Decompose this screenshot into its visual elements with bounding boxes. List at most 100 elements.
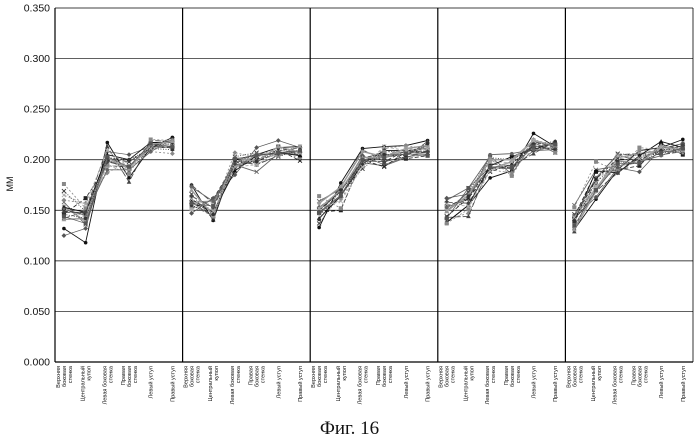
series-16-group-3-line bbox=[319, 144, 428, 220]
series-1-group-1-point-4 bbox=[127, 176, 131, 180]
series-10-group-5-point-5 bbox=[659, 139, 664, 143]
series-6-group-3-point-3 bbox=[361, 150, 365, 154]
series-16-group-3-point-1 bbox=[317, 218, 321, 222]
x-tick-label-2-3: Левая боковаястенка bbox=[230, 365, 242, 404]
series-11-group-1-line bbox=[64, 140, 172, 216]
series-16-group-5-point-1 bbox=[573, 220, 577, 224]
series-18-group-5-point-4 bbox=[637, 161, 641, 165]
series-8-group-1-line bbox=[64, 144, 172, 218]
series-10-group-3-line bbox=[319, 149, 428, 219]
x-tick-label-1-5: Левый уступ bbox=[148, 366, 155, 398]
series-18-group-4-point-5 bbox=[532, 145, 536, 149]
y-tick-label-7: 0.350 bbox=[24, 3, 50, 15]
series-7-group-1-point-1 bbox=[62, 189, 66, 193]
series-16-group-4-point-2 bbox=[467, 194, 471, 198]
series-18-group-2-point-2 bbox=[211, 204, 215, 208]
series-12 bbox=[62, 137, 685, 221]
x-tick-label-1-1: Верхняябоковаястенка bbox=[56, 365, 74, 388]
series-3-group-3-line bbox=[319, 154, 428, 213]
series-18-group-3-point-3 bbox=[361, 158, 365, 162]
x-tick-label-1-3: Левая боковаястенка bbox=[102, 365, 114, 404]
x-tick-label-3-2: Центральныйкупол bbox=[335, 366, 348, 402]
x-tick-label-3-3: Левая боковаястенка bbox=[358, 365, 370, 404]
series-13-group-3-point-1 bbox=[317, 194, 321, 198]
series-18-group-3-point-1 bbox=[317, 210, 321, 214]
x-tick-label-4-5: Левый уступ bbox=[531, 366, 538, 398]
series-7-group-3-point-1 bbox=[317, 221, 321, 225]
x-tick-label-2-5: Левый уступ bbox=[275, 366, 282, 398]
series-13-group-1-point-1 bbox=[62, 182, 66, 186]
series-1-group-4-point-3 bbox=[488, 176, 492, 180]
series-4-group-1-point-6 bbox=[170, 151, 175, 156]
series-18-group-3-point-6 bbox=[426, 154, 430, 158]
x-tick-label-2-1: Верхняябоковаястенка bbox=[184, 365, 202, 388]
series-18-group-1-point-3 bbox=[105, 155, 109, 159]
series-6-group-3-point-1 bbox=[317, 201, 321, 205]
series-18-group-2-point-6 bbox=[298, 149, 302, 153]
x-tick-label-4-6: Правый уступ bbox=[552, 366, 559, 402]
y-axis-label: MM bbox=[5, 177, 15, 192]
series-14-group-3-line bbox=[319, 151, 428, 208]
series-8-group-2-point-1 bbox=[190, 207, 194, 211]
series-11-group-4-point-3 bbox=[488, 153, 492, 157]
group-dividers bbox=[183, 8, 566, 362]
series-18-group-5-point-5 bbox=[659, 151, 663, 155]
x-tick-label-5-2: Центральныйкупол bbox=[590, 366, 603, 402]
series-13-group-5-point-2 bbox=[594, 160, 598, 164]
series-13-group-5-point-4 bbox=[637, 146, 641, 150]
y-tick-labels: 0.0000.0500.1000.1500.2000.2500.3000.350 bbox=[24, 3, 50, 369]
series-13-group-4-point-1 bbox=[445, 221, 449, 225]
series-17 bbox=[62, 138, 685, 219]
series-18-group-5-point-6 bbox=[681, 147, 685, 151]
series-16-group-1-point-4 bbox=[127, 158, 131, 162]
series-9-group-1-point-1 bbox=[62, 233, 67, 238]
series-16-group-3-point-2 bbox=[339, 188, 343, 192]
x-tick-label-4-1: Верхняябоковаястенка bbox=[439, 365, 457, 388]
series-4-group-2-point-3 bbox=[233, 150, 238, 155]
series-18-group-5-point-1 bbox=[572, 223, 576, 227]
series-18-group-1-point-1 bbox=[62, 214, 66, 218]
series-4 bbox=[62, 137, 686, 230]
y-tick-label-3: 0.150 bbox=[24, 205, 50, 217]
series-17-group-1-point-1 bbox=[62, 193, 66, 197]
series-15-group-3-line bbox=[319, 146, 428, 209]
series-9-group-1-point-2 bbox=[83, 226, 88, 231]
line-chart: 0.0000.0500.1000.1500.2000.2500.3000.350… bbox=[0, 0, 699, 418]
y-tick-label-2: 0.100 bbox=[24, 255, 50, 267]
series-13-group-1-point-5 bbox=[149, 137, 153, 141]
series-3-group-1-line bbox=[64, 144, 172, 215]
series-11-group-4-point-4 bbox=[510, 152, 514, 156]
series-18-group-3-point-5 bbox=[404, 152, 408, 156]
series-11-group-1-point-3 bbox=[106, 168, 110, 172]
series-17-group-1-line bbox=[64, 146, 172, 205]
series-18-group-1-point-4 bbox=[127, 165, 131, 169]
series-13-group-1-point-4 bbox=[127, 172, 131, 176]
series-4-group-1-point-1 bbox=[62, 198, 67, 203]
x-tick-label-2-4: Праваябоковаястенка bbox=[249, 365, 267, 387]
x-tick-label-4-2: Центральныйкупол bbox=[462, 366, 475, 402]
series-5-group-4-point-2 bbox=[466, 214, 471, 218]
series-18-group-3-line bbox=[319, 154, 428, 213]
series-18-group-3-point-4 bbox=[382, 156, 386, 160]
x-tick-label-3-6: Правый уступ bbox=[425, 366, 432, 402]
x-tick-label-4-4: Праваябоковаястенка bbox=[504, 365, 522, 387]
series-18-group-2-point-1 bbox=[190, 201, 194, 205]
series-18-group-4-point-6 bbox=[553, 143, 557, 147]
x-tick-label-3-5: Левый уступ bbox=[403, 366, 410, 398]
series-13-group-4-point-4 bbox=[510, 174, 514, 178]
series-1-group-5-point-6 bbox=[681, 138, 685, 142]
y-tick-label-1: 0.050 bbox=[24, 306, 50, 318]
series-2 bbox=[62, 141, 685, 227]
series-18-group-2-point-4 bbox=[255, 154, 259, 158]
series-4-group-2-point-6 bbox=[298, 157, 303, 162]
series-3 bbox=[62, 142, 685, 219]
y-tick-label-5: 0.250 bbox=[24, 104, 50, 116]
y-tick-label-6: 0.300 bbox=[24, 53, 50, 65]
series-18-group-4-point-1 bbox=[445, 216, 449, 220]
x-tick-label-4-3: Левая боковаястенка bbox=[485, 365, 497, 404]
series-3-group-1-point-2 bbox=[84, 196, 88, 200]
series-9-group-2-line bbox=[192, 141, 301, 214]
series-18-group-2-point-5 bbox=[276, 151, 280, 155]
series-18-group-4-point-2 bbox=[466, 186, 470, 190]
series-9 bbox=[62, 138, 686, 238]
